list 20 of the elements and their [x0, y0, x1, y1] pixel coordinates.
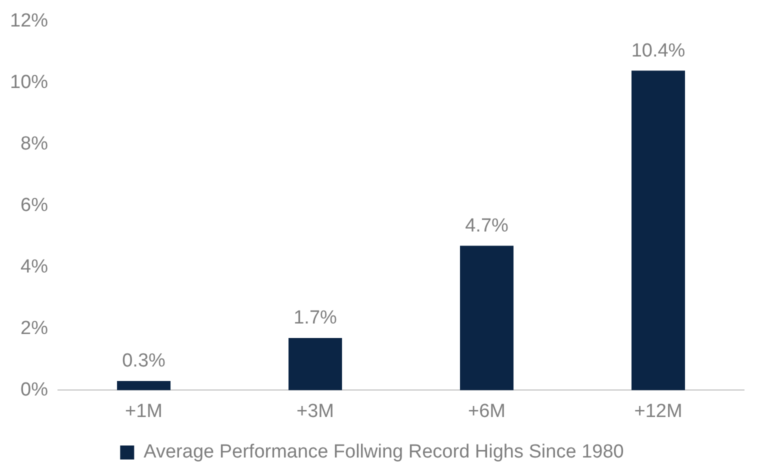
data-label: 0.3%: [122, 350, 166, 372]
y-tick-label: 10%: [10, 72, 48, 94]
bar: [117, 380, 171, 390]
data-label: 1.7%: [294, 308, 338, 329]
x-tick-label: +6M: [468, 400, 506, 422]
x-tick-label: +1M: [125, 400, 163, 422]
legend-label: Average Performance Follwing Record Highs Since 1980: [144, 442, 624, 463]
y-tick-label: 12%: [10, 10, 48, 32]
bar: [632, 70, 686, 390]
y-tick-label: 8%: [20, 134, 48, 155]
bar: [288, 338, 342, 390]
y-tick-label: 0%: [20, 379, 48, 400]
data-label: 4.7%: [465, 215, 509, 236]
y-tick-label: 6%: [20, 195, 48, 216]
x-tick-label: +3M: [296, 400, 334, 422]
x-tick-label: +12M: [634, 400, 682, 422]
data-label: 10.4%: [631, 40, 686, 62]
y-tick-label: 2%: [20, 318, 48, 339]
y-tick-label: 4%: [20, 256, 48, 278]
bar: [460, 246, 514, 390]
